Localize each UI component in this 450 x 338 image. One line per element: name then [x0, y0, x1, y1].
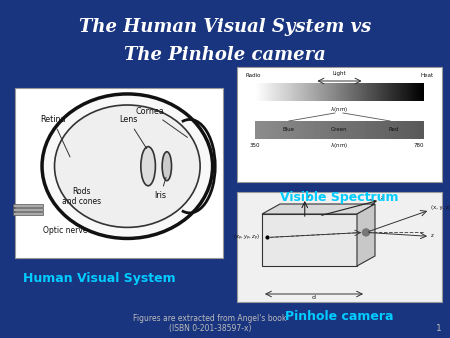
- Text: Lens: Lens: [119, 115, 147, 149]
- Text: The Human Visual System vs: The Human Visual System vs: [79, 18, 371, 36]
- Text: Retina: Retina: [40, 115, 70, 157]
- Polygon shape: [357, 204, 375, 266]
- Text: y: y: [307, 193, 310, 198]
- Text: $\lambda$(nm): $\lambda$(nm): [330, 141, 349, 150]
- Text: Optic nerve: Optic nerve: [43, 226, 87, 235]
- Text: Heat: Heat: [421, 73, 434, 78]
- Text: Visible Spectrum: Visible Spectrum: [280, 191, 398, 204]
- FancyBboxPatch shape: [237, 192, 442, 302]
- Text: Cornea: Cornea: [135, 106, 188, 137]
- Text: Radio: Radio: [245, 73, 261, 78]
- Text: Pinhole camera: Pinhole camera: [285, 310, 393, 323]
- Text: Green: Green: [331, 127, 348, 132]
- Text: 350: 350: [250, 143, 260, 148]
- Text: Blue: Blue: [283, 127, 295, 132]
- Text: d: d: [312, 295, 316, 300]
- FancyBboxPatch shape: [237, 67, 442, 182]
- Ellipse shape: [42, 94, 212, 238]
- Text: 1: 1: [436, 324, 442, 333]
- FancyBboxPatch shape: [13, 208, 43, 211]
- Text: 780: 780: [414, 143, 424, 148]
- Polygon shape: [262, 214, 357, 266]
- Polygon shape: [262, 204, 375, 214]
- FancyBboxPatch shape: [15, 88, 223, 258]
- Text: Figures are extracted from Angel's book
(ISBN 0-201-38597-x): Figures are extracted from Angel's book …: [133, 314, 287, 333]
- FancyBboxPatch shape: [13, 203, 43, 207]
- Text: Light: Light: [332, 71, 346, 76]
- Text: z: z: [431, 234, 434, 238]
- Text: Human Visual System: Human Visual System: [23, 272, 176, 285]
- Text: The Pinhole camera: The Pinhole camera: [124, 46, 326, 64]
- Circle shape: [363, 229, 369, 236]
- Text: Red: Red: [388, 127, 399, 132]
- Text: Iris: Iris: [154, 177, 166, 200]
- Text: (x, y, z): (x, y, z): [431, 205, 450, 210]
- Text: Rods
and cones: Rods and cones: [62, 187, 101, 206]
- Text: $(x_p, y_p, z_p)$: $(x_p, y_p, z_p)$: [233, 232, 260, 242]
- Text: z: z: [381, 195, 384, 200]
- Ellipse shape: [162, 152, 171, 180]
- FancyBboxPatch shape: [13, 212, 43, 215]
- Ellipse shape: [54, 105, 200, 227]
- Ellipse shape: [141, 147, 155, 186]
- Text: $\lambda$(nm): $\lambda$(nm): [330, 105, 348, 114]
